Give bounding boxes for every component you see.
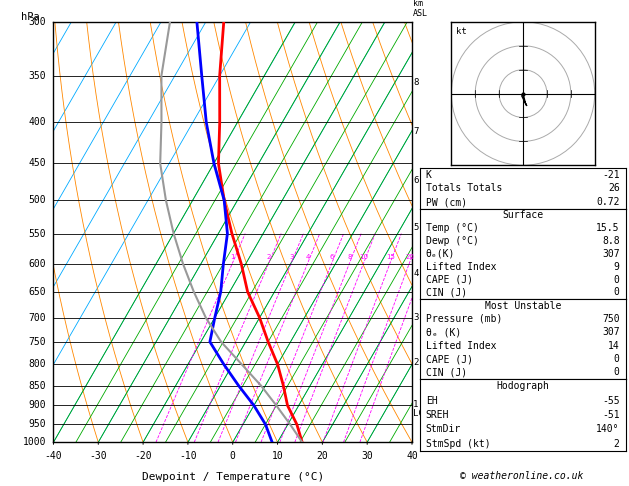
Text: 300: 300 — [29, 17, 47, 27]
Text: 0: 0 — [614, 287, 620, 297]
Text: 0: 0 — [230, 451, 236, 461]
Text: 26: 26 — [608, 183, 620, 193]
Text: 350: 350 — [29, 70, 47, 81]
Text: SREH: SREH — [426, 410, 449, 420]
Text: kt: kt — [456, 27, 467, 36]
Text: 20: 20 — [405, 254, 414, 260]
Text: 5: 5 — [413, 223, 418, 232]
Text: 2: 2 — [267, 254, 271, 260]
Text: hPa: hPa — [21, 12, 40, 22]
Text: 2: 2 — [614, 439, 620, 449]
Text: 6: 6 — [413, 175, 418, 185]
Text: 1: 1 — [413, 400, 418, 409]
Text: 4: 4 — [413, 269, 418, 278]
Text: -20: -20 — [134, 451, 152, 461]
Text: 0: 0 — [614, 275, 620, 285]
Text: CAPE (J): CAPE (J) — [426, 354, 473, 364]
Text: 1000: 1000 — [23, 437, 47, 447]
Text: 20: 20 — [316, 451, 328, 461]
Text: Dewp (°C): Dewp (°C) — [426, 236, 479, 246]
Text: 8: 8 — [413, 78, 418, 87]
Text: 0: 0 — [614, 354, 620, 364]
Text: 700: 700 — [29, 312, 47, 323]
Text: 307: 307 — [602, 327, 620, 337]
Text: 30: 30 — [361, 451, 373, 461]
Text: Temp (°C): Temp (°C) — [426, 223, 479, 233]
Text: 4: 4 — [306, 254, 310, 260]
Text: 650: 650 — [29, 287, 47, 297]
Text: K: K — [426, 170, 431, 179]
Text: -21: -21 — [602, 170, 620, 179]
Text: 307: 307 — [602, 249, 620, 259]
Text: -51: -51 — [602, 410, 620, 420]
Text: 900: 900 — [29, 400, 47, 411]
Text: Totals Totals: Totals Totals — [426, 183, 502, 193]
Text: 800: 800 — [29, 359, 47, 369]
Text: θₑ(K): θₑ(K) — [426, 249, 455, 259]
Text: 0.72: 0.72 — [596, 197, 620, 207]
Text: 2: 2 — [413, 358, 418, 366]
Text: Most Unstable: Most Unstable — [484, 300, 561, 311]
Text: Lifted Index: Lifted Index — [426, 341, 496, 351]
Text: 600: 600 — [29, 259, 47, 269]
Text: 6: 6 — [330, 254, 334, 260]
Text: km
ASL: km ASL — [413, 0, 428, 17]
Text: Lifted Index: Lifted Index — [426, 262, 496, 272]
Text: PW (cm): PW (cm) — [426, 197, 467, 207]
Text: 15.5: 15.5 — [596, 223, 620, 233]
Text: Surface: Surface — [502, 210, 543, 221]
Text: 950: 950 — [29, 419, 47, 429]
Text: © weatheronline.co.uk: © weatheronline.co.uk — [460, 471, 584, 481]
Text: 0: 0 — [614, 367, 620, 378]
Text: StmSpd (kt): StmSpd (kt) — [426, 439, 491, 449]
Text: CIN (J): CIN (J) — [426, 287, 467, 297]
Text: -10: -10 — [179, 451, 197, 461]
Text: 850: 850 — [29, 381, 47, 391]
Text: 9: 9 — [614, 262, 620, 272]
Text: -30: -30 — [89, 451, 107, 461]
Text: Hodograph: Hodograph — [496, 382, 549, 391]
Text: CAPE (J): CAPE (J) — [426, 275, 473, 285]
Text: 550: 550 — [29, 228, 47, 239]
Text: 10: 10 — [359, 254, 368, 260]
Text: CIN (J): CIN (J) — [426, 367, 467, 378]
Text: 40: 40 — [406, 451, 418, 461]
Text: 8: 8 — [347, 254, 352, 260]
Text: 3: 3 — [413, 313, 418, 322]
Text: 500: 500 — [29, 195, 47, 205]
Text: 450: 450 — [29, 158, 47, 169]
Text: 140°: 140° — [596, 424, 620, 434]
Text: 7: 7 — [413, 127, 418, 136]
Text: 8.8: 8.8 — [602, 236, 620, 246]
Text: 14: 14 — [608, 341, 620, 351]
Text: 400: 400 — [29, 117, 47, 127]
Text: -40: -40 — [45, 451, 62, 461]
Text: 750: 750 — [29, 337, 47, 347]
Text: 3: 3 — [289, 254, 294, 260]
Text: Pressure (mb): Pressure (mb) — [426, 314, 502, 324]
Text: 750: 750 — [602, 314, 620, 324]
Text: 15: 15 — [386, 254, 394, 260]
Text: -55: -55 — [602, 396, 620, 406]
Text: LCL: LCL — [413, 409, 429, 417]
Text: Dewpoint / Temperature (°C): Dewpoint / Temperature (°C) — [142, 472, 324, 482]
Text: 25: 25 — [421, 254, 429, 260]
Text: 10: 10 — [272, 451, 284, 461]
Text: 1: 1 — [230, 254, 235, 260]
Text: θₑ (K): θₑ (K) — [426, 327, 461, 337]
Text: EH: EH — [426, 396, 438, 406]
Text: StmDir: StmDir — [426, 424, 461, 434]
